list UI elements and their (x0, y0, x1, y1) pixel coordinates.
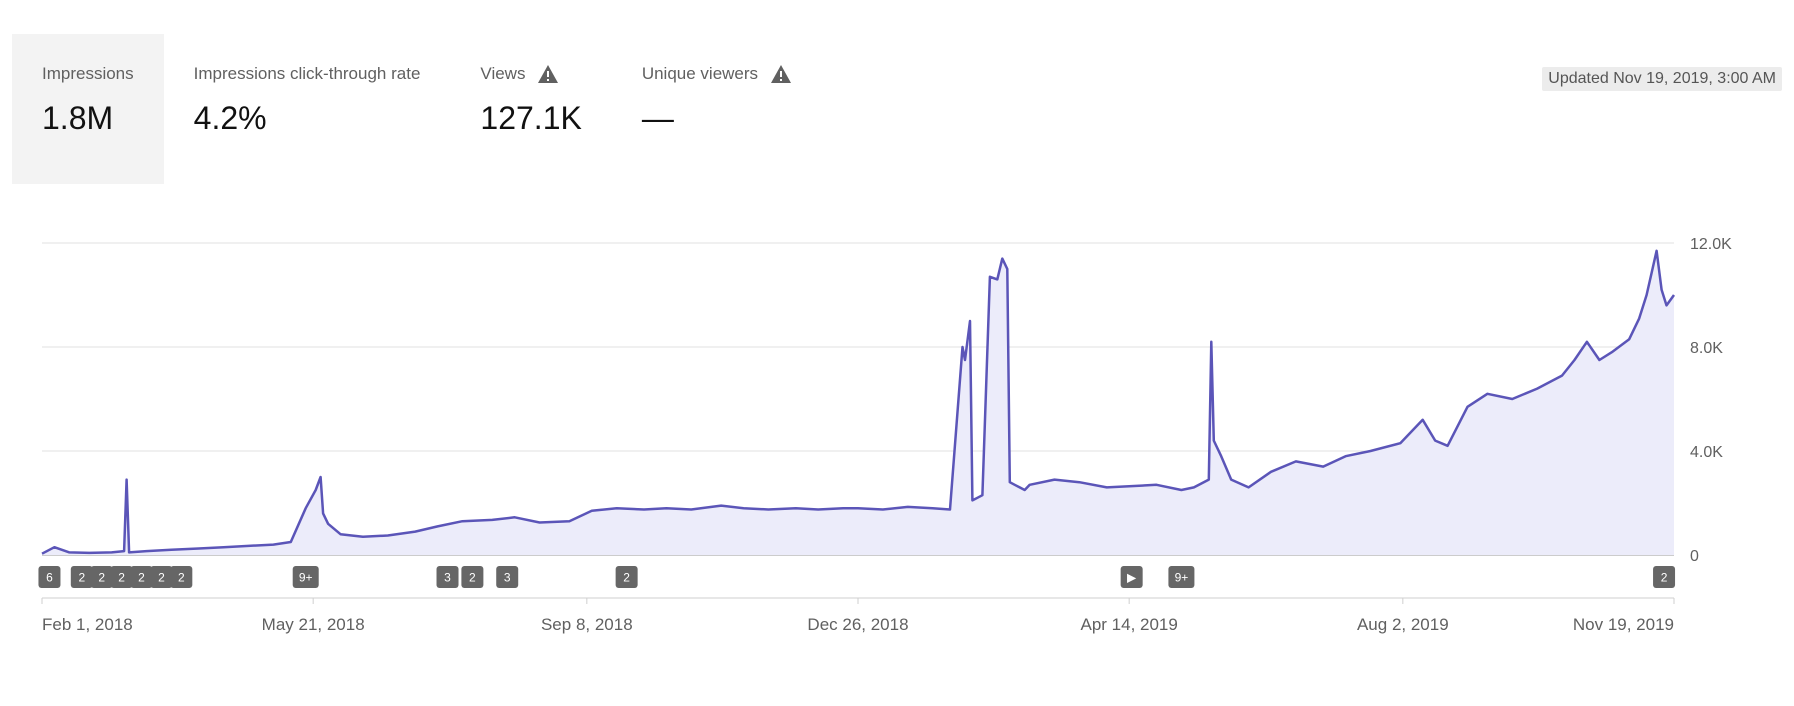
metric-label: Impressions (42, 64, 134, 84)
metric-label: Impressions click-through rate (194, 64, 421, 84)
annotation-marker[interactable]: 2 (150, 566, 173, 588)
warning-icon[interactable] (537, 64, 559, 84)
metric-tab-ctr[interactable]: Impressions click-through rate 4.2% (164, 34, 451, 184)
annotation-label: 3 (504, 571, 511, 585)
annotation-marker[interactable]: 2 (90, 566, 113, 588)
x-tick-label: May 21, 2018 (262, 615, 365, 634)
annotation-marker[interactable]: 6 (38, 566, 61, 588)
warning-icon[interactable] (770, 64, 792, 84)
x-tick-label: Aug 2, 2019 (1357, 615, 1449, 634)
metric-value: 1.8M (42, 100, 114, 136)
y-tick-label: 12.0K (1690, 236, 1732, 253)
annotation-marker[interactable]: 3 (436, 566, 459, 588)
annotation-marker[interactable]: 9+ (292, 566, 319, 588)
annotation-marker[interactable]: 3 (496, 566, 519, 588)
metric-tab-views[interactable]: Views 127.1K (450, 34, 611, 184)
metric-tab-unique-viewers[interactable]: Unique viewers — (612, 34, 822, 184)
metric-value: 4.2% (193, 100, 267, 136)
annotation-label: 2 (469, 571, 476, 585)
updated-timestamp: Updated Nov 19, 2019, 3:00 AM (1542, 67, 1782, 91)
annotation-marker[interactable]: 2 (70, 566, 93, 588)
annotation-label: 2 (158, 571, 165, 585)
annotation-marker[interactable]: 2 (615, 566, 638, 588)
annotation-label: 2 (623, 571, 630, 585)
annotation-label: 2 (1661, 571, 1668, 585)
metric-value: — (641, 100, 674, 136)
y-axis-labels: 0 4.0K 8.0K 12.0K (1690, 236, 1732, 565)
y-tick-label: 8.0K (1690, 340, 1723, 357)
y-tick-label: 4.0K (1690, 444, 1723, 461)
annotation-label: 2 (138, 571, 145, 585)
annotation-label: 3 (444, 571, 451, 585)
series-area (42, 250, 1674, 556)
x-tick-label: Feb 1, 2018 (42, 615, 133, 634)
x-tick-label: Nov 19, 2019 (1573, 615, 1674, 634)
annotation-label: 2 (178, 571, 185, 585)
annotation-label: 2 (118, 571, 125, 585)
annotation-marker[interactable]: 2 (130, 566, 153, 588)
metric-label: Views (480, 64, 581, 84)
annotation-marker[interactable]: ▶ (1120, 566, 1143, 588)
metric-label-text: Impressions (42, 64, 134, 83)
annotation-label: 6 (46, 571, 53, 585)
x-axis (41, 597, 1675, 604)
annotation-marker[interactable]: 2 (170, 566, 193, 588)
annotation-label: 9+ (299, 571, 313, 585)
x-tick-label: Sep 8, 2018 (541, 615, 633, 634)
metric-label-text: Unique viewers (641, 64, 759, 83)
annotation-marker[interactable]: 2 (461, 566, 484, 588)
metric-label-text: Impressions click-through rate (193, 64, 421, 83)
metric-label: Unique viewers (642, 64, 792, 84)
metric-value: 127.1K (480, 100, 582, 136)
x-tick-label: Apr 14, 2019 (1080, 615, 1177, 634)
series-line[interactable] (41, 249, 1676, 555)
x-axis-labels: Feb 1, 2018 May 21, 2018 Sep 8, 2018 Dec 26… (42, 615, 1674, 634)
annotation-label: 2 (98, 571, 105, 585)
annotation-markers: 6 2 2 2 2 2 2 9+ 3 2 3 2 ▶ 9+ 2 (38, 566, 1676, 588)
x-tick-label: Dec 26, 2018 (807, 615, 908, 634)
annotation-marker[interactable]: 2 (1653, 566, 1676, 588)
annotation-label: ▶ (1127, 571, 1137, 585)
annotation-marker[interactable]: 2 (110, 566, 133, 588)
metric-tab-impressions[interactable]: Impressions 1.8M (12, 34, 164, 184)
annotation-marker[interactable]: 9+ (1168, 566, 1195, 588)
metric-label-text: Views (480, 64, 526, 83)
annotation-label: 2 (78, 571, 85, 585)
y-tick-label: 0 (1690, 548, 1699, 565)
metric-tabs: Impressions 1.8M Impressions click-throu… (12, 34, 822, 184)
annotation-label: 9+ (1175, 571, 1189, 585)
